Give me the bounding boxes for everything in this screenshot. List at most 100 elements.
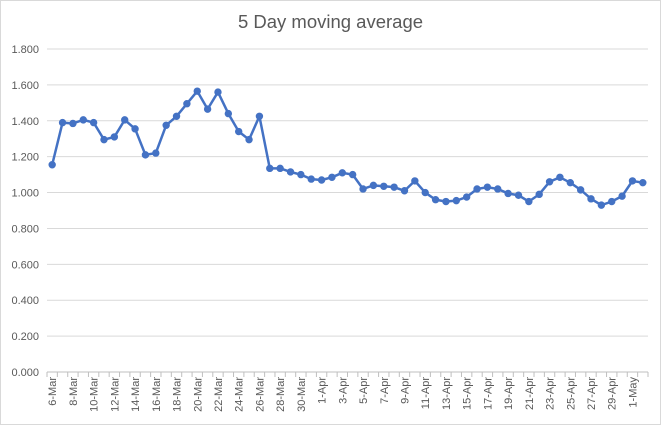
y-tick-label: 0.600 xyxy=(11,259,39,271)
x-tick-label: 19-Apr xyxy=(503,377,515,410)
x-tick-label: 25-Apr xyxy=(565,377,577,410)
x-tick-label: 7-Apr xyxy=(379,377,391,404)
data-point xyxy=(317,176,326,184)
data-point xyxy=(556,173,564,182)
data-point xyxy=(224,109,233,118)
data-point xyxy=(545,178,554,186)
y-tick-label: 0.000 xyxy=(11,367,39,379)
x-tick-label: 15-Apr xyxy=(462,377,474,410)
x-tick-label: 17-Apr xyxy=(482,377,494,410)
data-point xyxy=(566,178,574,187)
x-tick-label: 10-Mar xyxy=(89,377,101,412)
series-line xyxy=(50,89,645,207)
x-tick-label: 14-Mar xyxy=(130,377,142,412)
data-point xyxy=(110,133,119,141)
data-point xyxy=(576,186,585,194)
data-point xyxy=(494,185,502,193)
data-point xyxy=(390,183,398,191)
data-point xyxy=(100,135,108,144)
x-tick-label: 9-Apr xyxy=(399,377,411,404)
chart-title: 5 Day moving average xyxy=(237,11,424,32)
data-point xyxy=(69,119,77,128)
y-tick-label: 1.800 xyxy=(11,44,39,56)
data-point xyxy=(245,135,253,144)
x-tick-label: 21-Apr xyxy=(524,377,536,410)
data-point xyxy=(473,185,481,193)
x-tick-label: 29-Apr xyxy=(607,377,619,410)
data-point xyxy=(297,170,305,179)
data-point xyxy=(162,121,170,129)
data-point xyxy=(172,112,181,120)
data-point xyxy=(597,201,606,209)
data-point xyxy=(431,196,440,204)
x-tick-label: 20-Mar xyxy=(192,377,204,412)
x-tick-label: 27-Apr xyxy=(586,377,598,410)
x-tick-label: 18-Mar xyxy=(172,377,184,412)
data-point xyxy=(276,164,284,173)
x-tick-label: 3-Apr xyxy=(337,377,349,404)
data-point xyxy=(535,190,543,199)
x-tick-label: 12-Mar xyxy=(109,377,121,412)
data-point xyxy=(121,116,129,124)
data-point xyxy=(608,197,616,206)
x-tick-label: 30-Mar xyxy=(296,377,308,412)
y-tick-label: 0.200 xyxy=(11,331,39,343)
data-point xyxy=(193,87,201,95)
data-point xyxy=(369,181,378,190)
x-tick-label: 26-Mar xyxy=(254,377,266,412)
data-point xyxy=(183,100,191,108)
x-tick-label: 11-Apr xyxy=(420,377,432,410)
x-tick-label: 6-Mar xyxy=(47,377,59,406)
data-point xyxy=(58,118,67,127)
y-tick-label: 1.600 xyxy=(11,80,39,92)
data-point xyxy=(338,169,347,177)
data-point xyxy=(452,196,461,205)
data-point xyxy=(483,183,492,191)
data-point xyxy=(89,118,98,127)
data-point xyxy=(152,149,160,157)
data-point xyxy=(79,116,87,124)
data-point xyxy=(587,195,595,203)
data-point xyxy=(618,192,626,200)
data-point xyxy=(307,175,315,183)
x-tick-label: 24-Mar xyxy=(234,377,246,412)
data-point xyxy=(504,189,512,198)
x-tick-label: 16-Mar xyxy=(151,377,163,412)
x-tick-label: 23-Apr xyxy=(545,377,557,410)
x-tick-label: 13-Apr xyxy=(441,377,453,410)
data-point xyxy=(359,185,367,193)
data-point xyxy=(639,178,647,187)
data-point xyxy=(514,191,523,199)
x-tick-label: 22-Mar xyxy=(213,377,225,412)
x-tick-label: 5-Apr xyxy=(358,377,370,404)
data-point xyxy=(203,105,212,113)
data-point xyxy=(328,173,336,182)
y-tick-label: 1.200 xyxy=(11,152,39,164)
data-point xyxy=(628,177,637,185)
data-point xyxy=(131,125,139,133)
data-point xyxy=(234,127,243,136)
data-point xyxy=(141,151,150,159)
x-tick-label: 1-May xyxy=(627,377,639,408)
data-point xyxy=(214,88,222,96)
data-point xyxy=(286,168,295,176)
y-tick-label: 1.000 xyxy=(11,188,39,200)
data-point xyxy=(421,188,429,197)
y-tick-label: 1.400 xyxy=(11,116,39,128)
y-tick-label: 0.400 xyxy=(11,295,39,307)
data-point xyxy=(411,177,419,185)
data-point xyxy=(442,197,450,206)
data-point xyxy=(525,197,533,206)
x-tick-label: 8-Mar xyxy=(68,377,80,406)
data-point xyxy=(266,164,274,173)
data-point xyxy=(380,182,388,190)
y-tick-label: 0.800 xyxy=(11,223,39,235)
data-point xyxy=(255,112,264,120)
data-point xyxy=(348,170,357,179)
data-point xyxy=(400,187,409,195)
x-tick-label: 1-Apr xyxy=(317,377,329,404)
x-tick-label: 28-Mar xyxy=(275,377,287,412)
data-point xyxy=(462,193,471,201)
